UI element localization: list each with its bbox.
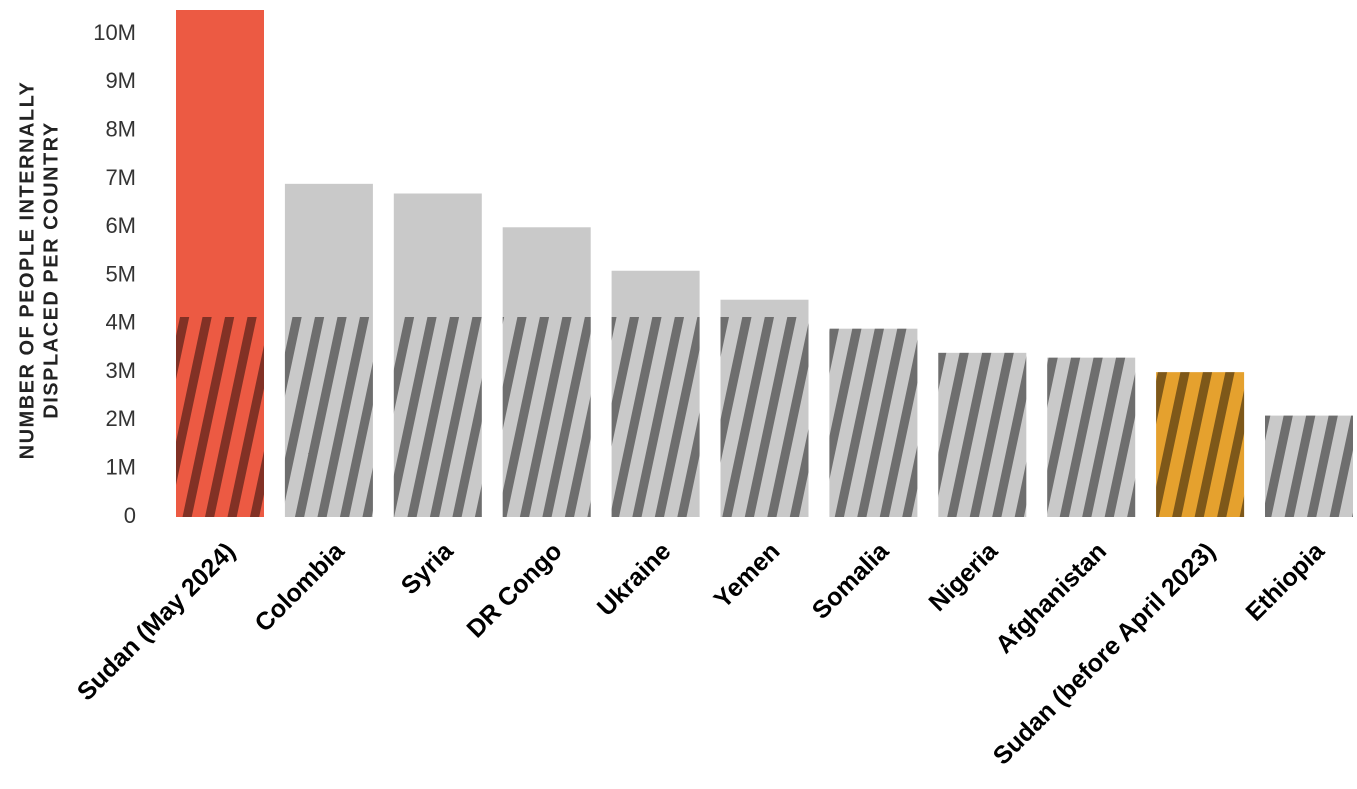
bar-texture <box>829 328 918 517</box>
bar-texture <box>393 317 482 517</box>
x-tick-label: Syria <box>396 536 460 600</box>
x-tick-label: Nigeria <box>923 536 1004 617</box>
y-tick-label: 4M <box>105 310 136 335</box>
x-tick-label: Afghanistan <box>990 537 1112 659</box>
x-tick-label: Ukraine <box>592 537 677 622</box>
y-tick-label: 1M <box>105 455 136 480</box>
x-tick-label: DR Congo <box>461 537 567 643</box>
x-tick-label: Ethiopia <box>1240 536 1330 626</box>
bar-texture <box>611 317 700 517</box>
bar-texture <box>938 352 1027 517</box>
y-tick-label: 9M <box>105 68 136 93</box>
y-tick-label: 10M <box>93 20 136 45</box>
y-tick-label: 3M <box>105 358 136 383</box>
y-tick-label: 8M <box>105 117 136 142</box>
x-tick-label: Sudan (May 2024) <box>72 537 241 706</box>
y-tick-label: 0 <box>124 503 136 528</box>
bar-texture <box>1265 415 1353 517</box>
bar-texture <box>284 317 373 517</box>
y-tick-label: 5M <box>105 261 136 286</box>
x-tick-label: Yemen <box>709 537 786 614</box>
y-axis-title: DISPLACED PER COUNTRY <box>40 121 62 418</box>
bar-texture <box>176 317 264 517</box>
x-tick-label: Somalia <box>807 536 895 624</box>
bar-texture <box>1047 357 1136 517</box>
bar-texture <box>1156 372 1245 517</box>
y-axis-title: NUMBER OF PEOPLE INTERNALLY <box>16 81 38 460</box>
x-tick-label: Colombia <box>249 536 350 637</box>
y-tick-label: 2M <box>105 406 136 431</box>
bar-texture <box>720 317 809 517</box>
bar-texture <box>502 317 591 517</box>
x-tick-label: Sudan (before April 2023) <box>988 537 1221 770</box>
y-tick-label: 6M <box>105 213 136 238</box>
y-tick-label: 7M <box>105 165 136 190</box>
